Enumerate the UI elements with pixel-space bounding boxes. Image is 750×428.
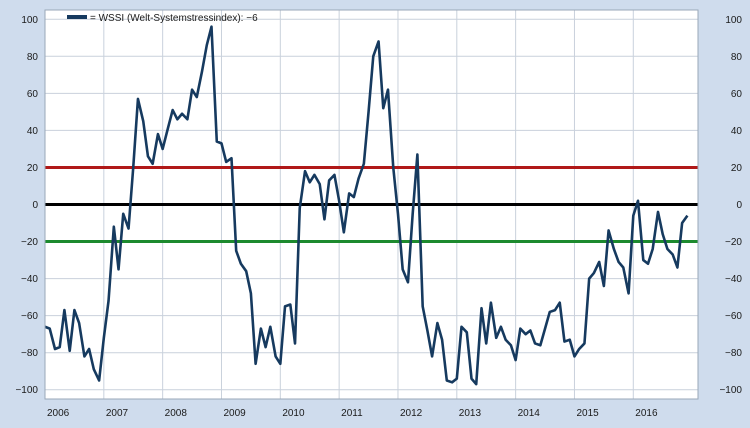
x-tick-label: 2013 xyxy=(459,408,482,419)
x-tick-label: 2015 xyxy=(576,408,599,419)
x-axis: 2006 2007 2008 2009 2010 2011 2012 2013 2014 2015… xyxy=(47,408,658,419)
y-tick-label-left: 20 xyxy=(27,163,39,174)
y-tick-label-left: 100 xyxy=(21,15,38,26)
y-tick-label-right: 0 xyxy=(736,200,742,211)
y-tick-label-right: 20 xyxy=(731,163,743,174)
y-tick-label-left: −20 xyxy=(21,237,38,248)
y-tick-label-right: −60 xyxy=(725,311,742,322)
y-tick-label-right: −20 xyxy=(725,237,742,248)
y-tick-label-left: −100 xyxy=(15,385,38,396)
x-tick-label: 2006 xyxy=(47,408,70,419)
y-tick-label-left: 0 xyxy=(32,200,38,211)
x-tick-label: 2014 xyxy=(518,408,541,419)
x-tick-label: 2007 xyxy=(106,408,129,419)
y-tick-label-left: 80 xyxy=(27,52,39,63)
x-tick-label: 2008 xyxy=(165,408,188,419)
y-tick-label-left: −60 xyxy=(21,311,38,322)
x-tick-label: 2012 xyxy=(400,408,423,419)
y-tick-label-left: 60 xyxy=(27,89,39,100)
legend-swatch xyxy=(67,15,87,19)
y-tick-label-right: −100 xyxy=(719,385,742,396)
x-tick-label: 2010 xyxy=(282,408,305,419)
y-axis-right: −100 −80 −60 −40 −20 0 20 40 60 80 100 xyxy=(719,15,742,396)
legend-label: = WSSI (Welt-Systemstressindex): −6 xyxy=(90,13,258,24)
y-tick-label-left: −80 xyxy=(21,348,38,359)
y-tick-label-right: −80 xyxy=(725,348,742,359)
y-tick-label-right: 100 xyxy=(725,15,742,26)
y-tick-label-left: −40 xyxy=(21,274,38,285)
x-tick-label: 2009 xyxy=(223,408,246,419)
y-tick-label-right: 40 xyxy=(731,126,743,137)
y-axis-left: −100 −80 −60 −40 −20 0 20 40 60 80 100 xyxy=(15,15,38,396)
plot-frame xyxy=(44,9,699,400)
x-tick-label: 2011 xyxy=(341,408,363,419)
y-tick-label-left: 40 xyxy=(27,126,39,137)
wssi-series-line xyxy=(44,25,689,386)
y-tick-label-right: 80 xyxy=(731,52,743,63)
reference-lines xyxy=(45,165,698,244)
y-tick-label-right: 60 xyxy=(731,89,743,100)
x-tick-label: 2016 xyxy=(635,408,658,419)
y-tick-label-right: −40 xyxy=(725,274,742,285)
legend: = WSSI (Welt-Systemstressindex): −6 xyxy=(67,13,258,24)
